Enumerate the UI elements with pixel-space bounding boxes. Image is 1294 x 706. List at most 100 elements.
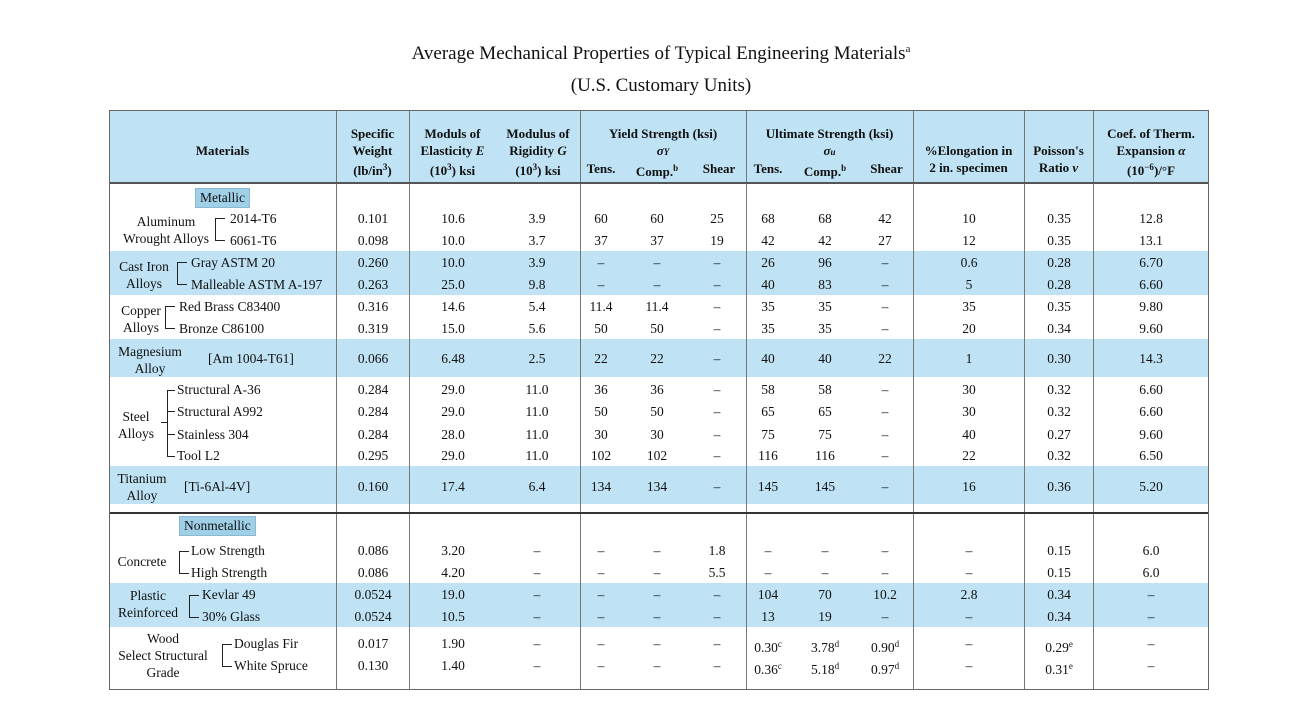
cell-g: 2.5: [528, 351, 546, 366]
cell-yt: 60: [594, 211, 608, 226]
cell-yt: –: [597, 658, 605, 673]
band-magnesium: [109, 339, 1209, 377]
cell-ut: 104: [757, 587, 779, 602]
header-yield-tens: Tens.: [586, 161, 616, 176]
cell-w: 0.284: [357, 382, 389, 397]
group-copper: Copper Alloys: [121, 303, 161, 335]
header-yield-shear: Shear: [702, 161, 736, 176]
cell-e: 1.40: [441, 658, 465, 673]
cell-us: –: [881, 382, 889, 397]
cell-g: 5.4: [528, 299, 546, 314]
cell-al: 9.80: [1139, 299, 1163, 314]
cell-al: –: [1147, 609, 1155, 624]
cell-yc: –: [653, 255, 661, 270]
cell-yt: –: [597, 587, 605, 602]
band-plastic: [109, 583, 1209, 627]
cell-e: 25.0: [441, 277, 465, 292]
cell-g: 5.6: [528, 321, 546, 336]
cell-g: 3.7: [528, 233, 546, 248]
material-name: 2014-T6: [230, 211, 277, 226]
cell-uc: 40: [818, 351, 832, 366]
cell-el: 1: [965, 351, 973, 366]
cell-yt: 11.4: [589, 299, 613, 314]
material-name: [Am 1004-T61]: [208, 351, 294, 366]
cell-us: –: [881, 299, 889, 314]
cell-e: 10.0: [441, 255, 465, 270]
cell-us: –: [881, 255, 889, 270]
cell-us: –: [881, 427, 889, 442]
cell-yt: 102: [590, 448, 612, 463]
cell-al: 6.60: [1139, 277, 1163, 292]
cell-ys: –: [713, 382, 721, 397]
table-title: Average Mechanical Properties of Typical…: [411, 43, 911, 64]
cell-ys: –: [713, 636, 721, 651]
cell-uc: 75: [818, 427, 832, 442]
cell-g: –: [533, 565, 541, 580]
cell-al: 6.60: [1139, 404, 1163, 419]
band-titanium: [109, 466, 1209, 504]
material-name: Bronze C86100: [179, 321, 265, 336]
cell-us: –: [881, 565, 889, 580]
band-cast-iron: [109, 251, 1209, 295]
cell-e: 10.0: [441, 233, 465, 248]
cell-ys: –: [713, 658, 721, 673]
cell-nu: 0.28: [1047, 277, 1071, 292]
cell-yt: –: [597, 277, 605, 292]
cell-w: 0.319: [357, 321, 389, 336]
cell-el: 40: [962, 427, 976, 442]
cell-yc: 30: [650, 427, 664, 442]
cell-uc: 19: [818, 609, 832, 624]
header-ultimate: Ultimate Strength (ksi): [765, 126, 894, 141]
cell-e: 29.0: [441, 382, 465, 397]
cell-el: 0.6: [960, 255, 978, 270]
material-name: 30% Glass: [202, 609, 261, 624]
header-yield-symbol: σY: [656, 143, 670, 158]
cell-nu: 0.15: [1047, 565, 1071, 580]
material-name: Red Brass C83400: [179, 299, 281, 314]
cell-yc: 50: [650, 404, 664, 419]
header-ult-shear: Shear: [870, 161, 903, 176]
cell-e: 1.90: [441, 636, 465, 651]
cell-ut: 35: [761, 321, 775, 336]
cell-w: 0.260: [357, 255, 389, 270]
cell-g: –: [533, 658, 541, 673]
cell-nu: 0.29e: [1045, 639, 1073, 655]
header-yield: Yield Strength (ksi): [608, 126, 718, 141]
cell-ys: –: [713, 255, 721, 270]
cell-nu: 0.30: [1047, 351, 1071, 366]
header-materials: Materials: [195, 143, 250, 158]
section-metallic: Metallic: [195, 188, 250, 208]
cell-nu: 0.34: [1047, 587, 1071, 602]
cell-nu: 0.34: [1047, 321, 1071, 336]
cell-e: 29.0: [441, 404, 465, 419]
cell-ys: 19: [710, 233, 724, 248]
cell-e: 19.0: [441, 587, 465, 602]
cell-g: –: [533, 543, 541, 558]
cell-el: –: [965, 658, 973, 673]
cell-g: –: [533, 609, 541, 624]
cell-uc: 96: [818, 255, 832, 270]
cell-us: 0.90d: [870, 639, 900, 655]
cell-yc: –: [653, 658, 661, 673]
cell-nu: 0.35: [1047, 233, 1071, 248]
cell-e: 3.20: [441, 543, 465, 558]
header-ult-tens: Tens.: [753, 161, 783, 176]
cell-uc: 116: [815, 448, 835, 463]
cell-yc: 36: [650, 382, 664, 397]
cell-g: 11.0: [525, 427, 549, 442]
cell-al: 14.3: [1139, 351, 1163, 366]
cell-uc: 42: [818, 233, 832, 248]
cell-el: 2.8: [960, 587, 978, 602]
cell-el: 20: [962, 321, 976, 336]
group-cast-iron: Cast Iron Alloys: [119, 259, 169, 291]
cell-ys: –: [713, 587, 721, 602]
material-name: Gray ASTM 20: [191, 255, 275, 270]
cell-yt: 30: [594, 427, 608, 442]
cell-yc: 102: [646, 448, 668, 463]
cell-nu: 0.34: [1047, 609, 1071, 624]
cell-yt: 50: [594, 404, 608, 419]
header-elongation: %Elongation in 2 in. specimen: [924, 143, 1013, 175]
cell-w: 0.086: [357, 543, 389, 558]
cell-ys: –: [713, 351, 721, 366]
cell-g: 6.4: [528, 479, 546, 494]
